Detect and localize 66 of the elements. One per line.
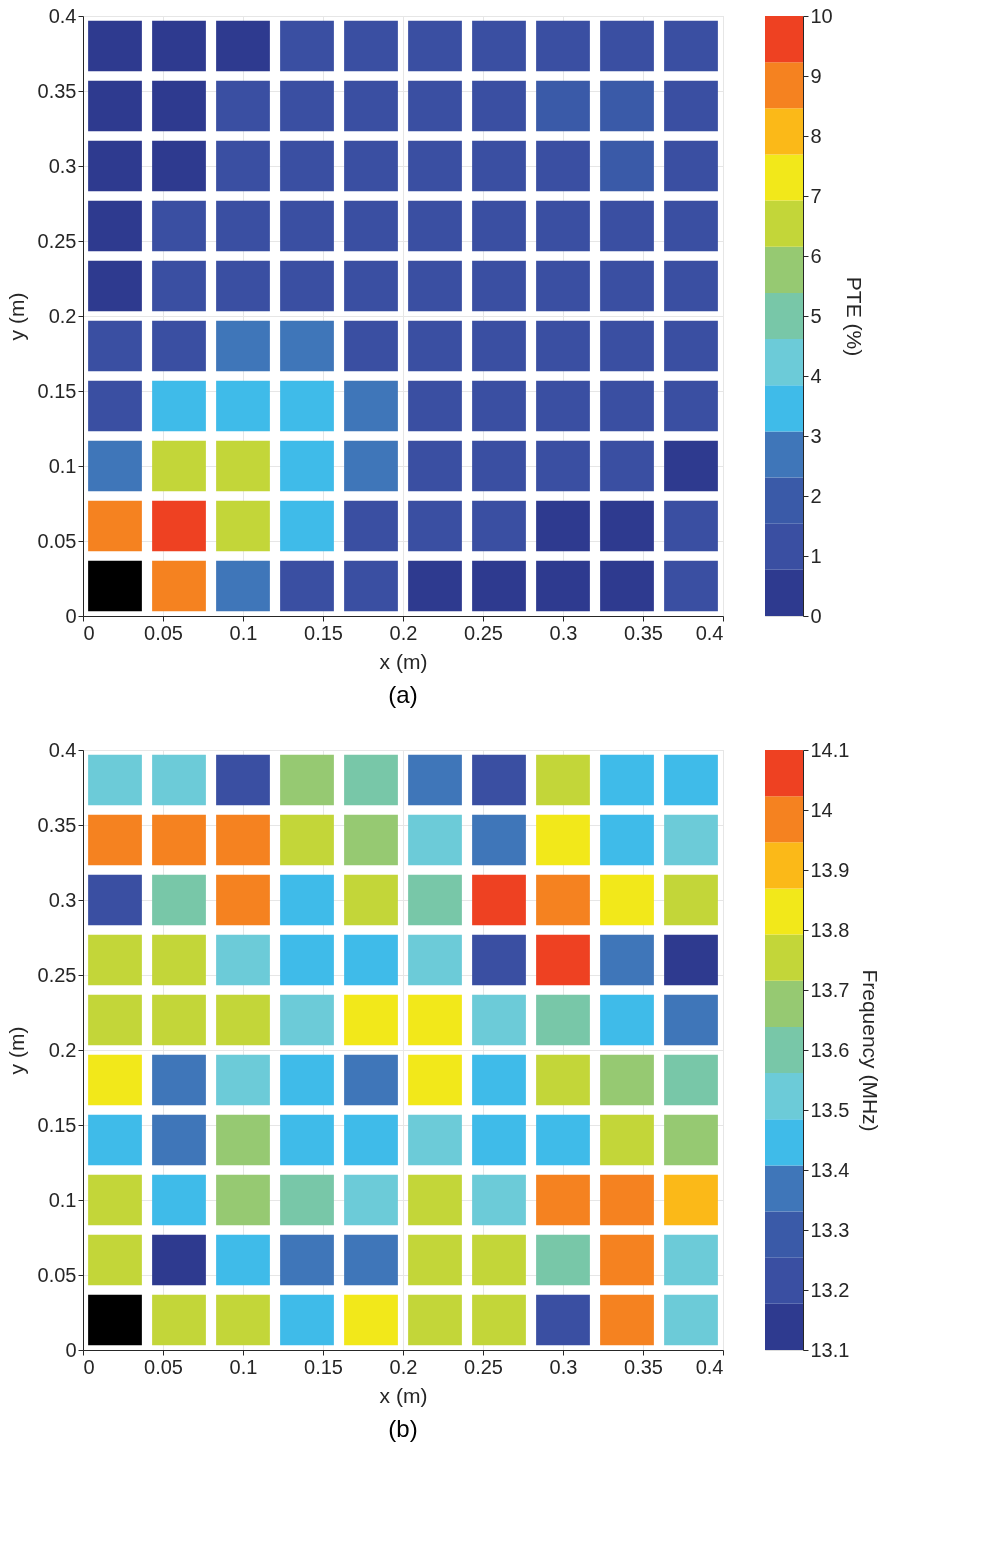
y-tick-label: 0 — [65, 1338, 77, 1361]
y-tick-label: 0.35 — [37, 79, 77, 102]
x-axis-title: x (m) — [379, 649, 428, 673]
color-bar-label: 14 — [810, 798, 833, 821]
x-tick-label: 0.2 — [389, 621, 418, 644]
color-bar-label: 8 — [810, 124, 822, 147]
y-tick-label: 0.25 — [37, 229, 77, 252]
y-tick-label: 0.05 — [37, 529, 77, 552]
y-tick-label: 0.3 — [48, 154, 77, 177]
y-tick-label: 0.25 — [37, 963, 77, 986]
y-tick-label: 0.1 — [48, 1188, 77, 1211]
color-bar-label: 9 — [810, 64, 822, 87]
color-bar-label: 13.8 — [810, 918, 850, 941]
color-bar-title: PTE (%) — [842, 276, 866, 357]
color-bar-label: 13.7 — [810, 978, 850, 1001]
y-tick-label: 0.2 — [48, 304, 77, 327]
color-bar-label: 6 — [810, 244, 822, 267]
x-tick-label: 0.35 — [624, 1355, 663, 1378]
y-tick-label: 0.1 — [48, 454, 77, 477]
x-tick-label: 0.1 — [229, 621, 258, 644]
x-tick-label: 0.25 — [464, 621, 503, 644]
y-axis-title: y (m) — [4, 1026, 28, 1075]
y-axis-title: y (m) — [4, 292, 28, 341]
x-tick-label: 0.35 — [624, 621, 663, 644]
x-tick-label: 0.1 — [229, 1355, 258, 1378]
color-bar-label: 10 — [810, 4, 833, 27]
color-bar-label: 13.5 — [810, 1098, 850, 1121]
x-tick-label: 0.05 — [144, 621, 183, 644]
color-bar-label: 13.2 — [810, 1278, 850, 1301]
color-bar-label: 13.1 — [810, 1338, 850, 1361]
x-tick-label: 0 — [83, 1355, 95, 1378]
color-bar-label: 2 — [810, 484, 822, 507]
y-tick-label: 0.15 — [37, 379, 77, 402]
x-tick-label: 0.15 — [304, 1355, 343, 1378]
y-tick-label: 0 — [65, 604, 77, 627]
text: (b) — [388, 1415, 418, 1442]
text: (a) — [388, 681, 418, 708]
color-bar-label: 5 — [810, 304, 822, 327]
y-tick-label: 0.2 — [48, 1038, 77, 1061]
y-tick-label: 0.15 — [37, 1113, 77, 1136]
x-tick-label: 0 — [83, 621, 95, 644]
x-tick-label: 0.25 — [464, 1355, 503, 1378]
x-tick-label: 0.4 — [695, 621, 724, 644]
color-bar-label: 13.3 — [810, 1218, 850, 1241]
x-axis-title: x (m) — [379, 1383, 428, 1407]
color-bar-label: 14.1 — [810, 738, 850, 761]
y-tick-label: 0.3 — [48, 888, 77, 911]
color-bar-label: 0 — [810, 604, 822, 627]
x-tick-label: 0.2 — [389, 1355, 418, 1378]
color-bar-label: 7 — [810, 184, 822, 207]
color-bar-label: 1 — [810, 544, 822, 567]
y-tick-label: 0.35 — [37, 813, 77, 836]
color-bar-label: 3 — [810, 424, 822, 447]
color-bar-label: 4 — [810, 364, 822, 387]
color-bar-label: 13.9 — [810, 858, 850, 881]
y-tick-label: 0.4 — [48, 4, 77, 27]
color-bar-title: Frequency (MHz) — [859, 969, 883, 1132]
y-tick-label: 0.05 — [37, 1263, 77, 1286]
x-tick-label: 0.4 — [695, 1355, 724, 1378]
x-tick-label: 0.3 — [549, 1355, 578, 1378]
x-tick-label: 0.05 — [144, 1355, 183, 1378]
x-tick-label: 0.15 — [304, 621, 343, 644]
y-tick-label: 0.4 — [48, 738, 77, 761]
x-tick-label: 0.3 — [549, 621, 578, 644]
color-bar-label: 13.6 — [810, 1038, 850, 1061]
color-bar-label: 13.4 — [810, 1158, 850, 1181]
